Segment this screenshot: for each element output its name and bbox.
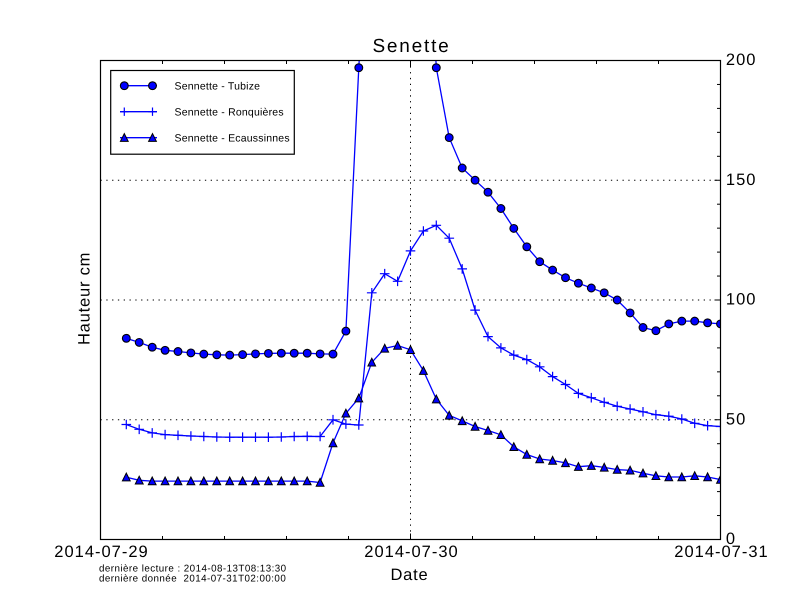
svg-text:dernière donnée 2014-07-31T02: dernière donnée 2014-07-31T02:00:00 — [99, 574, 286, 585]
svg-text:2014-07-29: 2014-07-29 — [54, 543, 148, 561]
svg-text:Date: Date — [390, 566, 428, 584]
svg-text:200: 200 — [726, 51, 757, 69]
svg-text:150: 150 — [726, 171, 757, 189]
svg-text:2014-07-30: 2014-07-30 — [364, 543, 458, 561]
svg-text:100: 100 — [726, 291, 757, 309]
svg-text:50: 50 — [726, 410, 746, 428]
svg-text:0: 0 — [726, 530, 736, 548]
svg-text:2014-07-31: 2014-07-31 — [674, 543, 768, 561]
svg-text:dernière lecture : 2014-08-13T: dernière lecture : 2014-08-13T08:13:30 — [99, 564, 287, 575]
svg-text:Sennette - Ronquières: Sennette - Ronquières — [175, 107, 284, 119]
svg-text:Senette: Senette — [372, 36, 450, 57]
svg-text:Sennette - Tubize: Sennette - Tubize — [175, 81, 261, 93]
svg-text:Hauteur cm: Hauteur cm — [76, 252, 94, 345]
svg-text:Sennette - Ecaussinnes: Sennette - Ecaussinnes — [175, 133, 290, 145]
